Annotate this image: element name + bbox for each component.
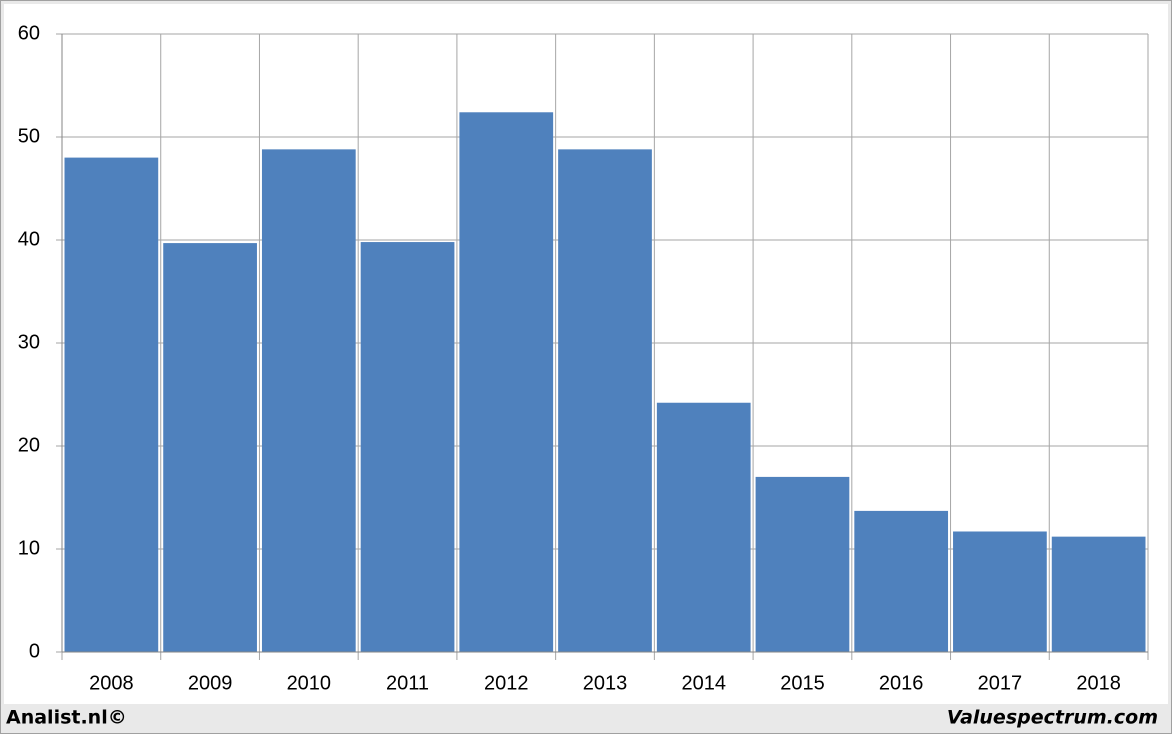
bar <box>64 157 159 652</box>
y-tick-label: 40 <box>18 228 40 250</box>
x-tick-label: 2018 <box>1076 672 1121 694</box>
y-tick-label: 30 <box>18 331 40 353</box>
bar <box>1051 536 1146 652</box>
bar <box>953 531 1047 652</box>
x-tick-label: 2017 <box>978 672 1023 694</box>
x-tick-label: 2008 <box>89 672 134 694</box>
bar <box>854 510 949 652</box>
y-tick-label: 60 <box>18 22 40 44</box>
bar <box>163 243 257 652</box>
x-tick-label: 2016 <box>879 672 924 694</box>
bar <box>261 149 356 653</box>
y-tick-label: 0 <box>29 640 40 662</box>
x-tick-label: 2014 <box>681 672 726 694</box>
bar <box>459 112 554 652</box>
site-credit: Valuespectrum.com <box>947 707 1158 729</box>
bar <box>755 476 850 652</box>
bar <box>360 242 455 652</box>
y-tick-label: 20 <box>18 434 40 456</box>
bar <box>656 402 751 652</box>
y-tick-label: 10 <box>18 537 40 559</box>
x-tick-label: 2015 <box>780 672 825 694</box>
x-tick-label: 2011 <box>386 672 429 694</box>
source-credit: Analist.nl© <box>6 707 127 729</box>
x-tick-label: 2013 <box>583 672 628 694</box>
bar <box>558 149 652 653</box>
x-tick-label: 2012 <box>484 672 529 694</box>
y-tick-label: 50 <box>18 125 40 147</box>
x-tick-label: 2010 <box>287 672 332 694</box>
x-tick-label: 2009 <box>188 672 233 694</box>
